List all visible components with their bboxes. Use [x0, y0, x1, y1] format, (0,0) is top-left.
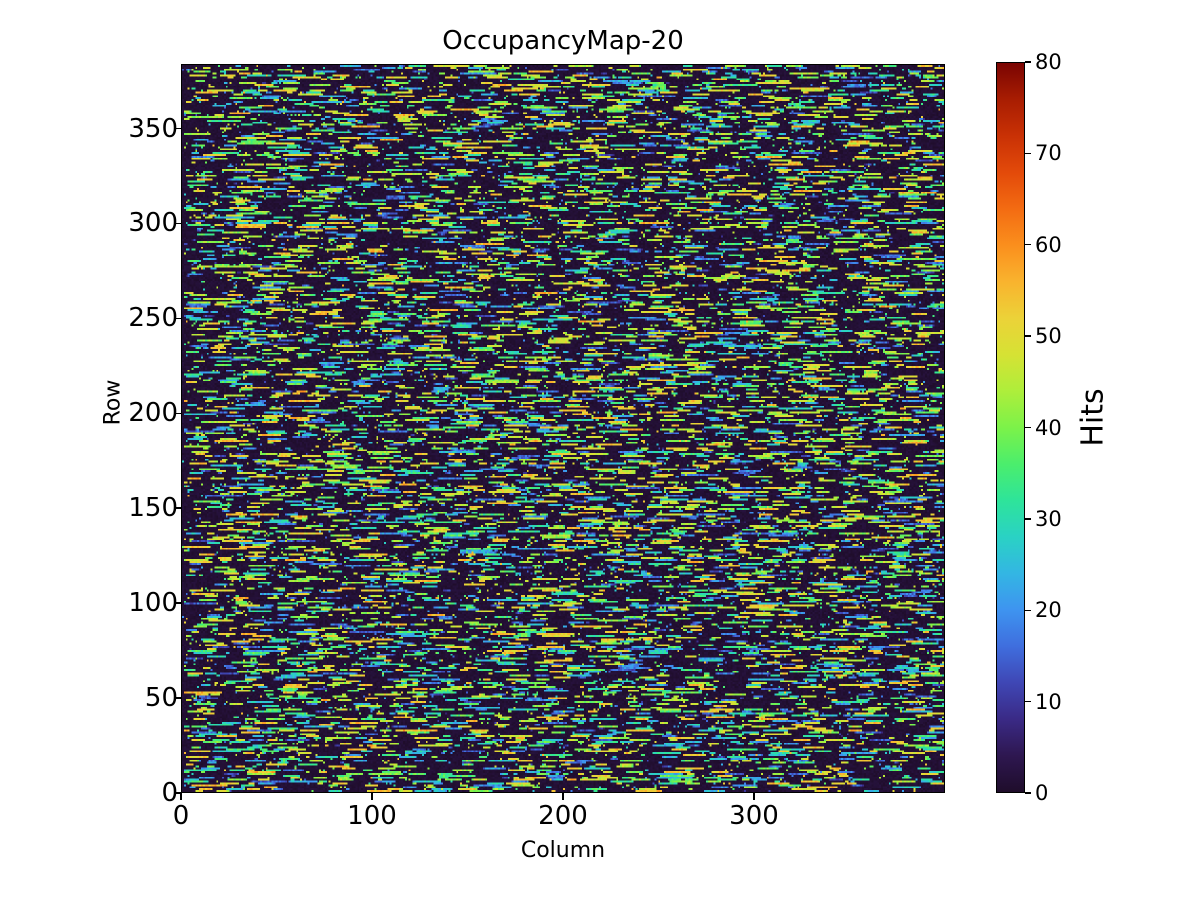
x-tick-mark — [753, 793, 755, 800]
y-tick-mark — [174, 222, 181, 225]
y-tick-label: 250 — [128, 303, 178, 334]
colorbar-tick-mark — [1025, 518, 1031, 520]
page-title: OccupancyMap-20 — [442, 26, 684, 56]
y-tick-label: 200 — [128, 398, 178, 429]
x-tick-label: 0 — [172, 801, 190, 831]
colorbar-tick-mark — [1025, 244, 1031, 246]
colorbar-tick-label: 40 — [1035, 415, 1062, 440]
y-tick-label: 100 — [128, 588, 178, 619]
y-tick-mark — [174, 412, 181, 415]
colorbar-tick-mark — [1025, 609, 1031, 611]
x-tick-mark — [180, 793, 182, 800]
x-tick-label: 100 — [347, 801, 397, 831]
colorbar-tick-mark — [1025, 700, 1031, 703]
y-axis-label: Row — [100, 379, 126, 426]
colorbar-tick-label: 70 — [1035, 141, 1062, 166]
colorbar-tick-label: 60 — [1035, 232, 1062, 257]
x-tick-label: 200 — [538, 801, 588, 831]
y-tick-mark — [174, 792, 181, 794]
colorbar-tick-label: 20 — [1035, 598, 1062, 623]
colorbar-tick-mark — [1025, 152, 1031, 155]
x-tick-mark — [371, 793, 373, 800]
x-axis-label: Column — [520, 838, 606, 863]
x-tick-label: 300 — [729, 801, 779, 831]
colorbar-tick-label: 80 — [1035, 50, 1062, 74]
colorbar-tick-mark — [1025, 335, 1031, 337]
colorbar-tick-mark — [1025, 426, 1031, 429]
y-tick-label: 50 — [144, 683, 178, 714]
y-tick-label: 150 — [128, 493, 178, 524]
occupancy-heatmap — [182, 65, 944, 792]
y-tick-mark — [174, 602, 181, 604]
x-tick-mark — [562, 793, 564, 800]
colorbar-gradient — [997, 63, 1024, 792]
colorbar-label: Hits — [1075, 388, 1111, 447]
heatmap-axes — [181, 64, 945, 793]
colorbar-tick-label: 10 — [1035, 689, 1062, 714]
colorbar-tick-label: 30 — [1035, 506, 1062, 531]
y-tick-mark — [174, 697, 181, 699]
colorbar-tick-mark — [1025, 61, 1031, 63]
y-tick-label: 300 — [128, 208, 178, 239]
y-tick-label: 0 — [161, 778, 178, 808]
y-tick-mark — [174, 127, 181, 130]
colorbar-tick-mark — [1025, 792, 1031, 794]
y-tick-mark — [174, 507, 181, 510]
colorbar-tick-label: 0 — [1035, 781, 1049, 805]
y-tick-label: 350 — [128, 113, 178, 144]
y-tick-mark — [174, 317, 181, 320]
colorbar-tick-label: 50 — [1035, 324, 1062, 349]
colorbar — [996, 62, 1025, 793]
